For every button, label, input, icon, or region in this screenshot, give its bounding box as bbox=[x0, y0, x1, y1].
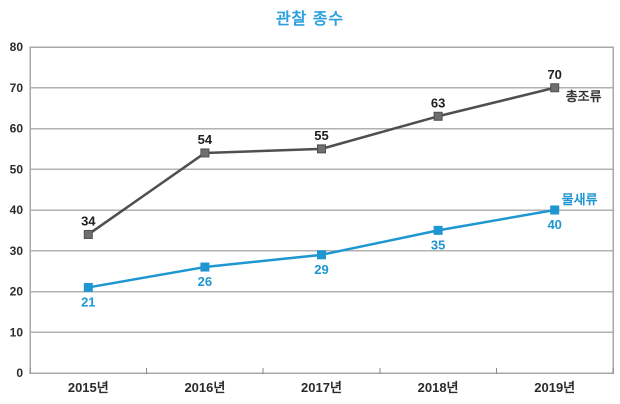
series-line-total-birds bbox=[87, 86, 555, 236]
data-point-marker bbox=[317, 144, 326, 154]
x-axis-category-label: 2018년 bbox=[418, 380, 459, 395]
x-axis-category-label: 2019년 bbox=[534, 380, 575, 395]
x-axis-category-label: 2016년 bbox=[184, 380, 225, 395]
y-axis-tick-label: 30 bbox=[10, 244, 24, 258]
y-axis-tick-label: 80 bbox=[10, 40, 24, 54]
data-point-marker bbox=[83, 229, 93, 239]
data-value-label: 34 bbox=[81, 213, 96, 228]
y-axis-tick-label: 50 bbox=[10, 162, 24, 176]
data-value-label: 35 bbox=[431, 237, 445, 252]
data-point-marker bbox=[83, 282, 93, 292]
chart-title: 관찰 종수 bbox=[275, 11, 345, 28]
data-value-label: 40 bbox=[547, 217, 561, 232]
data-value-label: 54 bbox=[198, 132, 213, 147]
data-value-label: 29 bbox=[314, 262, 328, 277]
y-axis-tick-label: 40 bbox=[10, 203, 24, 217]
series-name-label: 물새류 bbox=[562, 192, 598, 207]
data-value-label: 55 bbox=[314, 128, 328, 143]
data-value-label: 26 bbox=[198, 274, 212, 289]
data-value-label: 70 bbox=[547, 67, 561, 82]
y-axis-tick-label: 60 bbox=[10, 122, 24, 136]
series-name-label: 총조류 bbox=[566, 89, 602, 104]
y-axis-tick-label: 0 bbox=[16, 366, 23, 380]
y-axis-tick-label: 10 bbox=[10, 325, 24, 339]
data-value-label: 21 bbox=[81, 294, 95, 309]
y-axis-tick-label: 70 bbox=[10, 81, 24, 95]
data-point-marker bbox=[550, 83, 560, 93]
data-point-marker bbox=[433, 111, 443, 121]
data-value-label: 63 bbox=[431, 95, 445, 110]
plot-border bbox=[29, 46, 614, 374]
data-point-marker bbox=[317, 250, 326, 260]
y-axis-tick-label: 20 bbox=[10, 285, 24, 299]
x-axis-category-label: 2017년 bbox=[301, 380, 342, 395]
x-axis-category-label: 2015년 bbox=[68, 380, 109, 395]
data-point-marker bbox=[200, 148, 210, 158]
data-point-marker bbox=[550, 205, 560, 215]
data-point-marker bbox=[200, 262, 210, 272]
data-point-marker bbox=[433, 225, 443, 235]
